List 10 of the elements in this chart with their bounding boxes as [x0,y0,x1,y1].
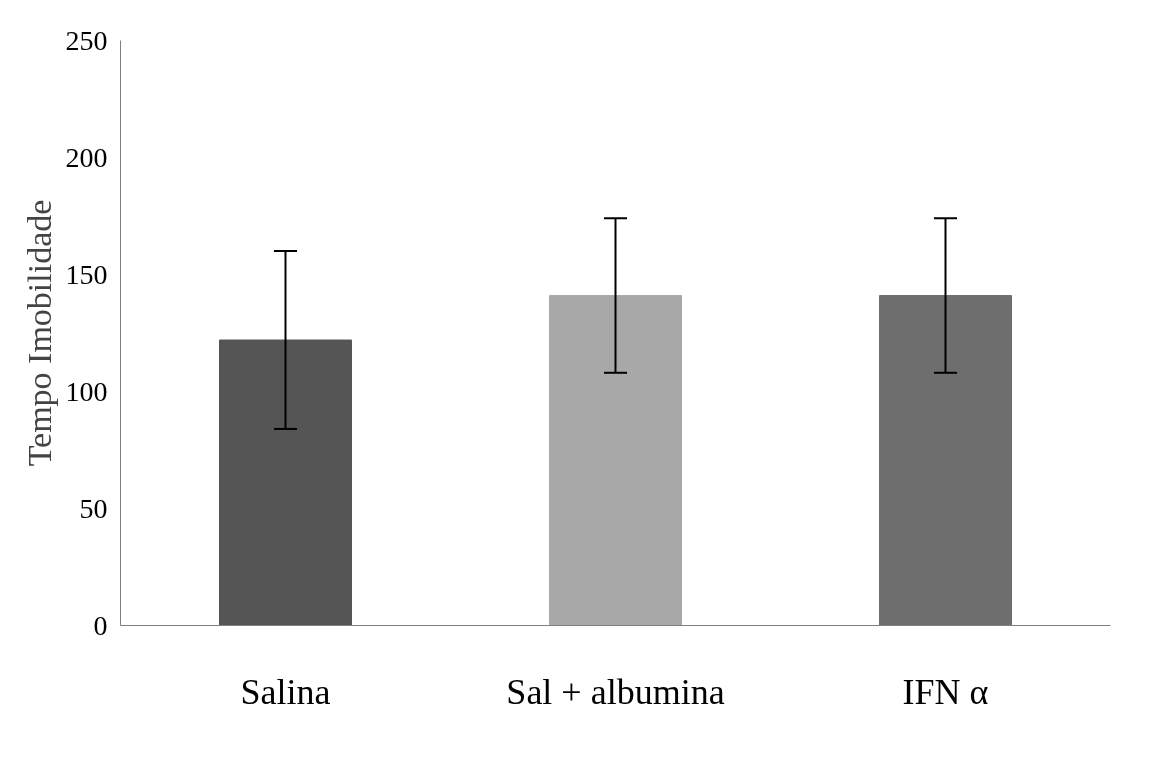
y-tick-label: 250 [65,24,108,56]
y-axis-title: Tempo Imobilidade [20,199,58,467]
y-tick-label: 0 [93,609,108,641]
y-tick-label: 100 [65,375,108,407]
y-tick-label: 150 [65,258,108,290]
y-tick-label: 200 [65,141,108,173]
x-tick-label: Sal + albumina [506,671,725,712]
x-tick-label: Salina [240,671,331,712]
y-tick-label: 50 [79,492,108,524]
x-tick-label: IFN α [902,671,989,712]
